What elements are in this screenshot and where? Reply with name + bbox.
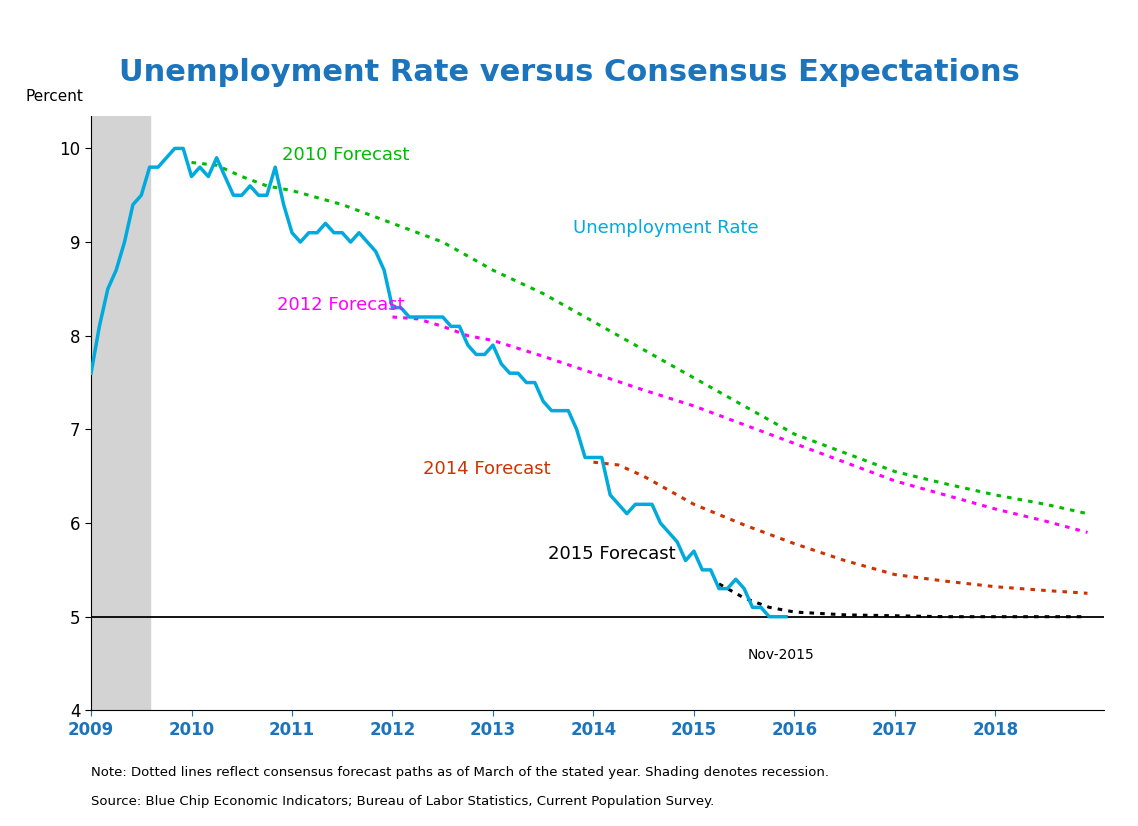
Text: 2012 Forecast: 2012 Forecast — [277, 296, 404, 314]
Text: Note: Dotted lines reflect consensus forecast paths as of March of the stated ye: Note: Dotted lines reflect consensus for… — [91, 767, 830, 780]
Text: 2014 Forecast: 2014 Forecast — [422, 460, 551, 478]
Text: Percent: Percent — [25, 88, 83, 104]
Text: Unemployment Rate versus Consensus Expectations: Unemployment Rate versus Consensus Expec… — [118, 58, 1020, 87]
Bar — [91, 116, 149, 710]
Text: Nov-2015: Nov-2015 — [748, 648, 815, 662]
Text: Source: Blue Chip Economic Indicators; Bureau of Labor Statistics, Current Popul: Source: Blue Chip Economic Indicators; B… — [91, 795, 715, 809]
Text: 2015 Forecast: 2015 Forecast — [549, 544, 676, 563]
Text: Unemployment Rate: Unemployment Rate — [574, 219, 759, 237]
Text: 2010 Forecast: 2010 Forecast — [282, 145, 410, 164]
